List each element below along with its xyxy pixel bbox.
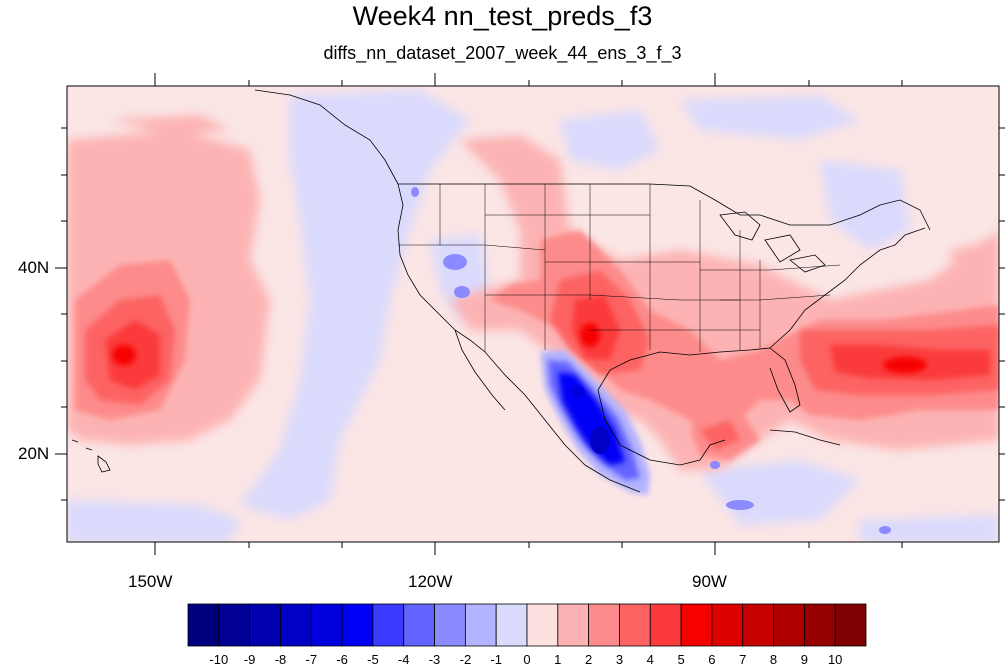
colorbar-tick-label: -7 (305, 652, 318, 667)
colorbar-tick-label: 3 (615, 652, 624, 667)
lat-label-20n: 20N (18, 444, 50, 463)
lon-label-150w: 150W (128, 572, 173, 591)
colorbar-tick-label: -8 (274, 652, 287, 667)
colorbar-swatch (341, 603, 374, 647)
colorbar-tick-label: -4 (397, 652, 410, 667)
colorbar-tick-label: -6 (336, 652, 348, 667)
warm-anomaly-plus5 (112, 323, 927, 373)
colorbar-tick-label: 9 (800, 652, 808, 667)
colorbar-tick-label: 0 (523, 652, 531, 667)
colorbar-swatch (372, 603, 405, 647)
axis-ticks (55, 73, 1005, 555)
colorbar-tick-label: -5 (367, 652, 379, 667)
map-title: Week4 nn_test_preds_f3 (352, 1, 653, 31)
colorbar-swatch (495, 603, 528, 647)
colorbar-swatch (711, 603, 744, 647)
colorbar-swatch (310, 603, 343, 647)
colorbar-tick-label: -3 (428, 652, 441, 667)
colorbar-swatch (464, 603, 497, 647)
colorbar-swatch (403, 603, 435, 647)
colorbar-swatch (834, 603, 867, 647)
colorbar-tick-label: -10 (209, 652, 229, 667)
colorbar-swatch (434, 603, 466, 647)
colorbar-tick-label: -2 (459, 652, 472, 667)
lon-label-90w: 90W (692, 572, 727, 591)
colorbar-swatch (803, 603, 836, 647)
colorbar-tick-label: 10 (827, 652, 843, 667)
state-lines (398, 184, 841, 352)
colorbar-tick-label: -1 (490, 652, 502, 667)
colorbar-tick-label: 5 (677, 652, 685, 667)
colorbar-tick-label: 1 (554, 652, 562, 667)
colorbar-swatch (218, 603, 251, 647)
colorbar-swatch (773, 603, 805, 647)
colorbar-swatch (280, 603, 312, 647)
cool-anomaly-minus1 (67, 90, 999, 542)
cool-anomaly-patches (411, 187, 891, 534)
map-subtitle: diffs_nn_dataset_2007_week_44_ens_3_f_3 (323, 43, 682, 63)
colorbar-tick-label: 4 (646, 652, 654, 667)
colorbar-swatch (680, 603, 713, 647)
lon-label-120w: 120W (408, 572, 453, 591)
boundaries (71, 89, 931, 493)
colorbar-swatch (249, 603, 281, 647)
anomaly-field (67, 86, 999, 542)
colorbar-tick-label: 7 (739, 652, 747, 667)
colorbar-tick-label: 8 (769, 652, 778, 667)
colorbar (187, 603, 867, 647)
cold-anomaly-core (540, 350, 650, 495)
colorbar-swatch (187, 603, 220, 647)
colorbar-tick-label: -9 (243, 652, 256, 667)
colorbar-swatch (619, 603, 651, 647)
colorbar-swatch (649, 603, 682, 647)
colorbar-swatch (557, 603, 590, 647)
colorbar-tick-label: 6 (708, 652, 716, 667)
lat-label-40n: 40N (18, 258, 50, 277)
colorbar-swatch (742, 603, 774, 647)
colorbar-swatch (588, 603, 620, 647)
colorbar-swatch (526, 603, 559, 647)
colorbar-tick-label: 2 (584, 652, 593, 667)
